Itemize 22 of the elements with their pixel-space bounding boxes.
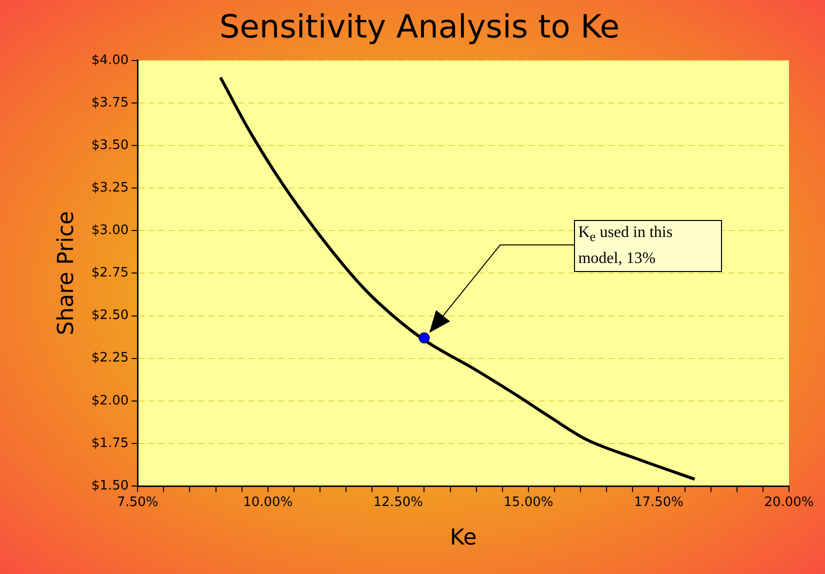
- y-tick-label: $3.25: [91, 180, 129, 196]
- y-tick-label: $3.00: [91, 223, 129, 238]
- x-tick-label: 10.00%: [243, 495, 293, 510]
- x-tick-label: 17.50%: [634, 495, 684, 510]
- y-tick-label: $2.00: [91, 393, 129, 408]
- y-tick-label: $1.75: [91, 436, 129, 451]
- y-tick-label: $2.75: [91, 266, 129, 281]
- chart-title: Sensitivity Analysis to Ke: [219, 8, 620, 46]
- y-tick-label: $3.50: [91, 138, 129, 153]
- y-tick-label: $2.50: [91, 308, 129, 324]
- y-tick-label: $4.00: [91, 52, 129, 68]
- callout-box: K$_{e}$ used in this model, 13%: [574, 220, 722, 272]
- x-tick-label: 12.50%: [373, 495, 423, 510]
- line-series: [218, 76, 696, 481]
- y-tick-label: $1.50: [91, 478, 129, 494]
- x-tick-label: 15.00%: [504, 495, 554, 510]
- x-axis-title: Ke: [450, 526, 477, 551]
- y-tick-label: $3.75: [91, 95, 129, 110]
- x-tick-label: 20.00%: [764, 495, 814, 510]
- y-axis-title: Share Price: [54, 211, 79, 336]
- y-tick-label: $2.25: [91, 350, 129, 366]
- x-tick-label: 7.50%: [116, 495, 158, 510]
